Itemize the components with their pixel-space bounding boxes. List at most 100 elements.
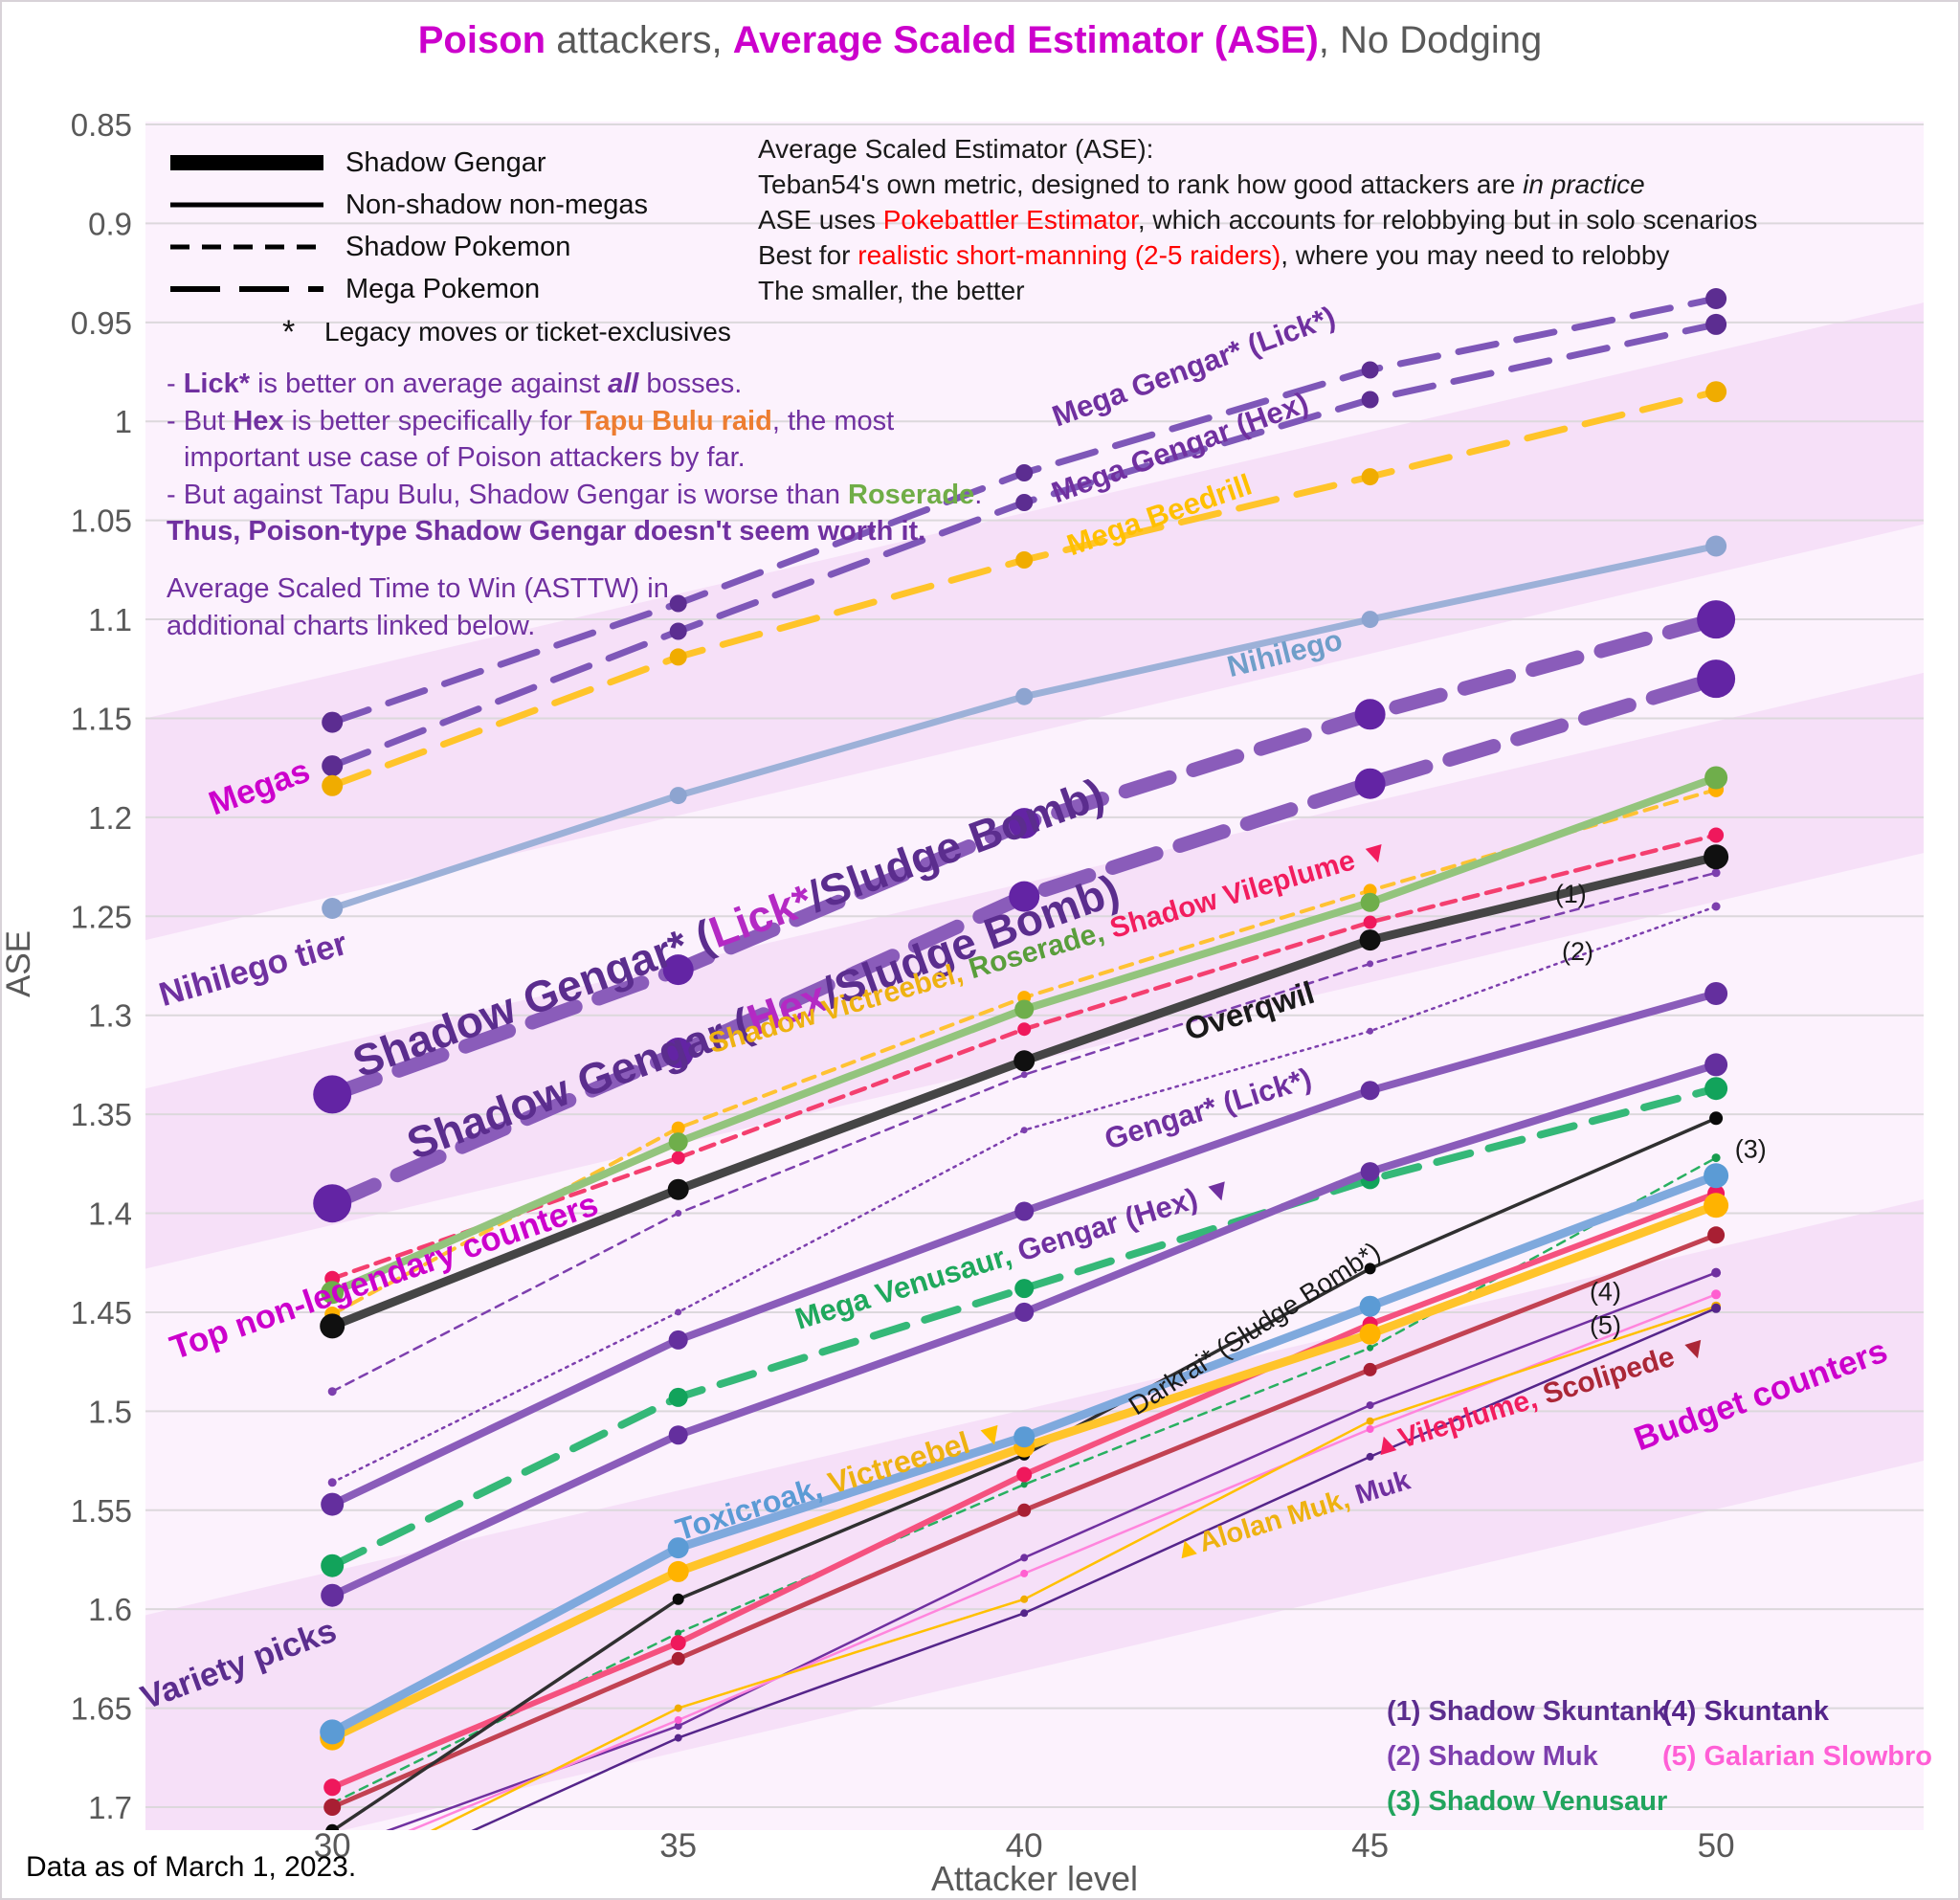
data-point-overqwil-l45: [1359, 929, 1381, 951]
data-point-mega-gengar-lick-l30: [322, 711, 344, 733]
x-tick-label: 35: [659, 1827, 697, 1865]
data-point-toxicroak-l40: [1013, 1426, 1036, 1448]
data-point-toxicroak-l30: [320, 1719, 345, 1745]
text-line: The smaller, the better: [758, 276, 1025, 305]
thick-solid-line-icon: [169, 154, 324, 171]
data-point-gengar-lick-l50: [1704, 982, 1728, 1005]
y-axis-title: ASE: [0, 929, 37, 998]
text-line: important use case of Poison attackers b…: [184, 442, 746, 473]
chart-label-1: (1): [1555, 880, 1587, 908]
legend-row-non-shadow: Non-shadow non-megas: [169, 184, 731, 226]
data-point-mega-gengar-hex-l40: [1015, 494, 1034, 511]
y-tick-label: 1.2: [88, 800, 132, 836]
numbered-series-key-col2: (4) Skuntank (5) Galarian Slowbro: [1662, 1689, 1932, 1779]
page-title: Poison attackers, Average Scaled Estimat…: [417, 19, 1543, 61]
data-point-victreebel-l50: [1704, 1193, 1729, 1218]
data-point-shadow-gengar-lick-sludge-bomb-l40: [1009, 808, 1040, 839]
data-point-shadow-gengar-lick-sludge-bomb-l50: [1697, 600, 1736, 639]
y-tick-label: 1.65: [71, 1691, 132, 1727]
data-point-1-shadow-skuntank-l35: [675, 1210, 682, 1217]
x-tick-label: 40: [1006, 1827, 1043, 1865]
text-line: ASE uses Pokebattler Estimator, which ac…: [758, 205, 1758, 235]
data-point-toxicroak-l35: [667, 1537, 689, 1559]
data-point-3-shadow-venusaur-l50: [1711, 1153, 1721, 1163]
data-point-mega-gengar-lick-l50: [1705, 288, 1727, 309]
data-point-vileplume-l40: [1016, 1466, 1033, 1483]
data-point-4-skuntank-l40: [1020, 1609, 1029, 1618]
data-point-toxicroak-l45: [1359, 1295, 1381, 1317]
data-point-shadow-victreebel-l35: [671, 1121, 685, 1135]
y-tick-label: 0.9: [88, 206, 132, 241]
text-line: - But against Tapu Bulu, Shadow Gengar i…: [167, 479, 983, 510]
data-point-gengar-hex-l35: [668, 1425, 688, 1445]
legend-label: Shadow Gengar: [345, 146, 546, 178]
data-point-mega-beedrill-l50: [1705, 381, 1727, 403]
data-point-shadow-gengar-hex-sludge-bomb-l30: [313, 1184, 352, 1223]
data-point-shadow-gengar-lick-sludge-bomb-l45: [1354, 699, 1386, 730]
data-point-1-shadow-skuntank-l50: [1711, 868, 1721, 878]
text-line: (2) Shadow Muk: [1387, 1741, 1598, 1772]
legend-row-mega-pokemon: Mega Pokemon: [169, 268, 731, 310]
series-2-shadow-muk: [327, 902, 1721, 1487]
data-footnote: Data as of March 1, 2023.: [26, 1851, 357, 1883]
data-point-roserade-l40: [1014, 999, 1035, 1019]
text-line: Teban54's own metric, designed to rank h…: [758, 169, 1645, 199]
data-point-overqwil-l50: [1704, 844, 1729, 870]
data-point-shadow-gengar-hex-sludge-bomb-l40: [1009, 881, 1040, 912]
data-point-scolipede-l35: [671, 1651, 685, 1665]
y-tick-label: 1.3: [88, 998, 132, 1034]
series-shadow-vileplume: [324, 827, 1725, 1286]
y-tick-label: 1.4: [88, 1196, 132, 1232]
data-point-4-skuntank-l35: [674, 1733, 682, 1742]
data-point-shadow-vileplume-l40: [1017, 1022, 1032, 1037]
data-point-nihilego-l40: [1015, 687, 1034, 705]
asttw-note: Average Scaled Time to Win (ASTTW) in add…: [167, 570, 669, 644]
series-overqwil: [320, 844, 1729, 1339]
chart-label-5: (5): [1590, 1311, 1621, 1340]
series-line-1-shadow-skuntank: [330, 871, 1718, 1393]
data-point-overqwil-l30: [320, 1313, 345, 1339]
y-tick-label: 1.05: [71, 503, 132, 539]
series-shadow-gengar-lick-sludge-bomb: [313, 600, 1736, 1114]
data-point-scolipede-l50: [1707, 1226, 1726, 1244]
x-tick-label: 30: [314, 1827, 351, 1865]
data-point-darkrai-sludge-bomb-l45: [1364, 1263, 1376, 1275]
text-line: Best for realistic short-manning (2-5 ra…: [758, 240, 1670, 270]
data-point-vileplume-l35: [670, 1635, 686, 1651]
data-point-shadow-vileplume-l45: [1363, 915, 1377, 929]
series-gengar-hex: [321, 1053, 1728, 1607]
data-point-1-shadow-skuntank-l30: [327, 1387, 337, 1397]
data-point-mega-gengar-lick-l35: [669, 594, 687, 613]
data-point-mega-gengar-lick-l45: [1361, 361, 1379, 379]
asterisk-icon: *: [282, 313, 296, 350]
data-point-shadow-gengar-hex-sludge-bomb-l45: [1354, 768, 1386, 799]
data-point-4-skuntank-l50: [1711, 1303, 1722, 1313]
series-scolipede: [323, 1226, 1726, 1816]
data-point-3-shadow-venusaur-l45: [1367, 1344, 1374, 1352]
y-tick-label: 1.45: [71, 1295, 132, 1330]
series-mega-gengar-lick: [322, 288, 1727, 733]
legend-label: Non-shadow non-megas: [345, 189, 648, 220]
series-roserade: [321, 766, 1728, 1305]
tier-band-variety-band: [145, 1199, 1924, 1830]
data-point-muk-l35: [674, 1722, 682, 1731]
line-style-legend: Shadow Gengar Non-shadow non-megas Shado…: [169, 142, 731, 354]
data-point-toxicroak-l50: [1704, 1163, 1729, 1189]
data-point-nihilego-l45: [1361, 611, 1379, 629]
series-shadow-gengar-hex-sludge-bomb: [313, 659, 1736, 1223]
data-point-nihilego-l50: [1705, 535, 1727, 557]
solid-line-icon: [169, 196, 324, 213]
analysis-notes: - Lick* is better on average against all…: [167, 366, 982, 550]
y-tick-label: 1.6: [88, 1592, 132, 1627]
data-point-3-shadow-venusaur-l35: [675, 1629, 682, 1637]
data-point-mega-beedrill-l35: [669, 648, 687, 666]
series-gengar-lick: [321, 982, 1728, 1516]
data-point-gengar-lick-l40: [1014, 1201, 1035, 1221]
text-line: Average Scaled Estimator (ASE):: [758, 134, 1154, 164]
data-point-darkrai-sludge-bomb-l50: [1709, 1111, 1724, 1126]
long-dash-line-icon: [169, 280, 324, 298]
series-toxicroak: [320, 1163, 1729, 1745]
data-point-gengar-hex-l40: [1014, 1302, 1035, 1322]
legend-label: Mega Pokemon: [345, 273, 541, 304]
